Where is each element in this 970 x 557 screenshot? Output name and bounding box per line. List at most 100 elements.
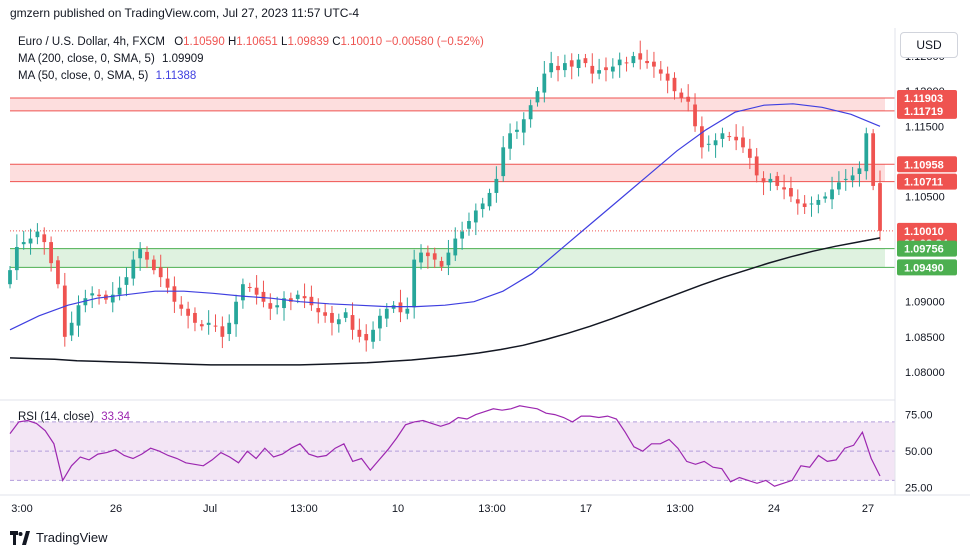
- time-tick-label: 13:00: [666, 503, 694, 515]
- price-badge: 1.10958: [897, 156, 957, 173]
- candle: [624, 56, 629, 72]
- price-tick-label: 1.08000: [905, 367, 945, 379]
- candle: [56, 256, 60, 289]
- candle: [864, 127, 869, 180]
- price-badge: 1.11719: [897, 102, 957, 119]
- zone-resistance-upper: [10, 97, 885, 111]
- candle: [275, 296, 280, 315]
- candle: [480, 197, 485, 218]
- time-axis[interactable]: 3:00 26 Jul 13:00 10 13:00 17 13:00 24 27: [11, 503, 874, 515]
- ma200-line: [9, 237, 881, 366]
- candle: [172, 276, 177, 313]
- rsi-legend[interactable]: RSI (14, close) 33.34: [18, 411, 130, 423]
- candle: [302, 283, 307, 309]
- high-label: H: [227, 36, 237, 48]
- candle: [734, 124, 739, 151]
- svg-text:1.10958: 1.10958: [904, 159, 944, 171]
- candle: [145, 246, 149, 269]
- svg-text:1.09490: 1.09490: [904, 262, 944, 274]
- candle: [487, 188, 492, 211]
- candle: [309, 285, 314, 311]
- close-label: C: [332, 36, 341, 48]
- candle: [336, 313, 341, 333]
- rsi-layer: [9, 405, 881, 487]
- candle: [42, 227, 47, 255]
- open-label: O: [174, 36, 184, 48]
- candle: [727, 131, 732, 142]
- time-tick-label: Jul: [203, 503, 217, 515]
- candle: [378, 308, 382, 342]
- candle: [809, 196, 814, 217]
- candle: [357, 318, 362, 343]
- candle: [795, 189, 800, 215]
- time-tick-label: 27: [862, 503, 874, 515]
- candle: [754, 148, 759, 183]
- candle: [672, 72, 677, 100]
- candle: [254, 275, 259, 305]
- candle: [364, 324, 369, 352]
- ma50-line: [9, 103, 881, 331]
- candle: [590, 53, 595, 84]
- candle: [343, 308, 348, 323]
- candle: [638, 40, 643, 70]
- candle: [830, 176, 834, 210]
- candle: [261, 280, 266, 308]
- candle: [247, 282, 252, 292]
- candle: [706, 135, 711, 152]
- candle: [562, 54, 567, 78]
- candle: [665, 66, 670, 94]
- rsi-axis[interactable]: 25.00 50.00 75.00: [905, 410, 933, 495]
- candle: [165, 267, 170, 294]
- candle: [802, 195, 807, 214]
- candle: [350, 302, 355, 340]
- ma200-legend-row[interactable]: MA (200, close, 0, SMA, 5) 1.09909: [18, 51, 484, 68]
- tradingview-footer[interactable]: TradingView: [10, 530, 108, 545]
- tradingview-logo-icon: [10, 530, 30, 545]
- candle: [610, 58, 615, 79]
- candle: [186, 301, 190, 329]
- low-value: 1.09839: [287, 36, 330, 48]
- candle: [631, 51, 636, 68]
- price-badge: 1.10711: [897, 173, 957, 190]
- symbol-name[interactable]: Euro / U.S. Dollar, 4h, FXCM: [18, 36, 165, 48]
- candle: [453, 227, 458, 262]
- rsi-label: RSI (14, close): [18, 411, 95, 423]
- candle: [179, 296, 184, 316]
- ma-layer: [9, 103, 881, 366]
- candle: [35, 223, 40, 245]
- candle: [97, 289, 101, 305]
- candle: [515, 121, 519, 139]
- ma200-label: MA (200, close, 0, SMA, 5): [18, 53, 155, 65]
- candle: [206, 310, 211, 335]
- candle: [857, 161, 862, 187]
- time-tick-label: 24: [768, 503, 780, 515]
- candle: [151, 255, 156, 275]
- candle: [501, 136, 506, 182]
- candle: [330, 305, 334, 336]
- candle: [432, 247, 437, 269]
- close-value: 1.10010: [340, 36, 383, 48]
- candle: [21, 230, 26, 250]
- ma50-value: 1.11388: [155, 70, 197, 82]
- candle: [617, 52, 622, 78]
- candle: [850, 166, 855, 188]
- svg-text:1.10711: 1.10711: [904, 177, 943, 189]
- symbol-legend-row: Euro / U.S. Dollar, 4h, FXCM O1.10590 H1…: [18, 34, 484, 51]
- candle: [90, 286, 95, 309]
- candle: [843, 169, 848, 191]
- candle: [220, 316, 225, 349]
- change-value: −0.00580 (−0.52%): [385, 36, 484, 48]
- candle: [837, 171, 841, 196]
- candle: [398, 289, 403, 323]
- candle: [193, 307, 197, 332]
- candle: [28, 228, 33, 255]
- footer-brand: TradingView: [36, 530, 108, 545]
- currency-button[interactable]: USD: [900, 32, 958, 58]
- candles-layer: [8, 40, 882, 352]
- ma50-legend-row[interactable]: MA (50, close, 0, SMA, 5) 1.11388: [18, 68, 484, 85]
- candle: [282, 291, 286, 321]
- candle: [700, 116, 704, 159]
- candle: [439, 256, 444, 271]
- price-badge: 1.11903: [897, 89, 957, 106]
